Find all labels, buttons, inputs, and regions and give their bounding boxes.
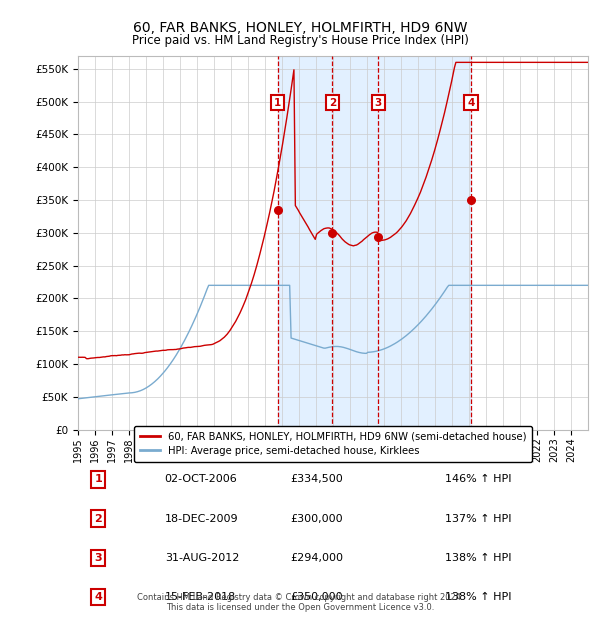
Text: 18-DEC-2009: 18-DEC-2009 — [164, 513, 238, 524]
Text: 60, FAR BANKS, HONLEY, HOLMFIRTH, HD9 6NW: 60, FAR BANKS, HONLEY, HOLMFIRTH, HD9 6N… — [133, 21, 467, 35]
Text: 146% ↑ HPI: 146% ↑ HPI — [445, 474, 512, 484]
Text: £294,000: £294,000 — [290, 553, 343, 563]
Text: 2: 2 — [329, 97, 336, 107]
Text: 02-OCT-2006: 02-OCT-2006 — [164, 474, 238, 484]
Text: 31-AUG-2012: 31-AUG-2012 — [164, 553, 239, 563]
Text: 15-FEB-2018: 15-FEB-2018 — [164, 592, 236, 602]
Legend: 60, FAR BANKS, HONLEY, HOLMFIRTH, HD9 6NW (semi-detached house), HPI: Average pr: 60, FAR BANKS, HONLEY, HOLMFIRTH, HD9 6N… — [134, 426, 532, 462]
Text: £300,000: £300,000 — [290, 513, 343, 524]
Text: 4: 4 — [467, 97, 475, 107]
Text: 4: 4 — [94, 592, 103, 602]
Text: 2: 2 — [95, 513, 102, 524]
Text: Contains HM Land Registry data © Crown copyright and database right 2024.
This d: Contains HM Land Registry data © Crown c… — [137, 593, 463, 612]
Text: 3: 3 — [374, 97, 382, 107]
Text: 3: 3 — [95, 553, 102, 563]
Text: 138% ↑ HPI: 138% ↑ HPI — [445, 553, 512, 563]
Text: 1: 1 — [95, 474, 102, 484]
Text: 138% ↑ HPI: 138% ↑ HPI — [445, 592, 512, 602]
Bar — [278, 56, 471, 430]
Text: Price paid vs. HM Land Registry's House Price Index (HPI): Price paid vs. HM Land Registry's House … — [131, 34, 469, 46]
Text: £334,500: £334,500 — [290, 474, 343, 484]
Text: 1: 1 — [274, 97, 281, 107]
Text: £350,000: £350,000 — [290, 592, 343, 602]
Text: 137% ↑ HPI: 137% ↑ HPI — [445, 513, 512, 524]
